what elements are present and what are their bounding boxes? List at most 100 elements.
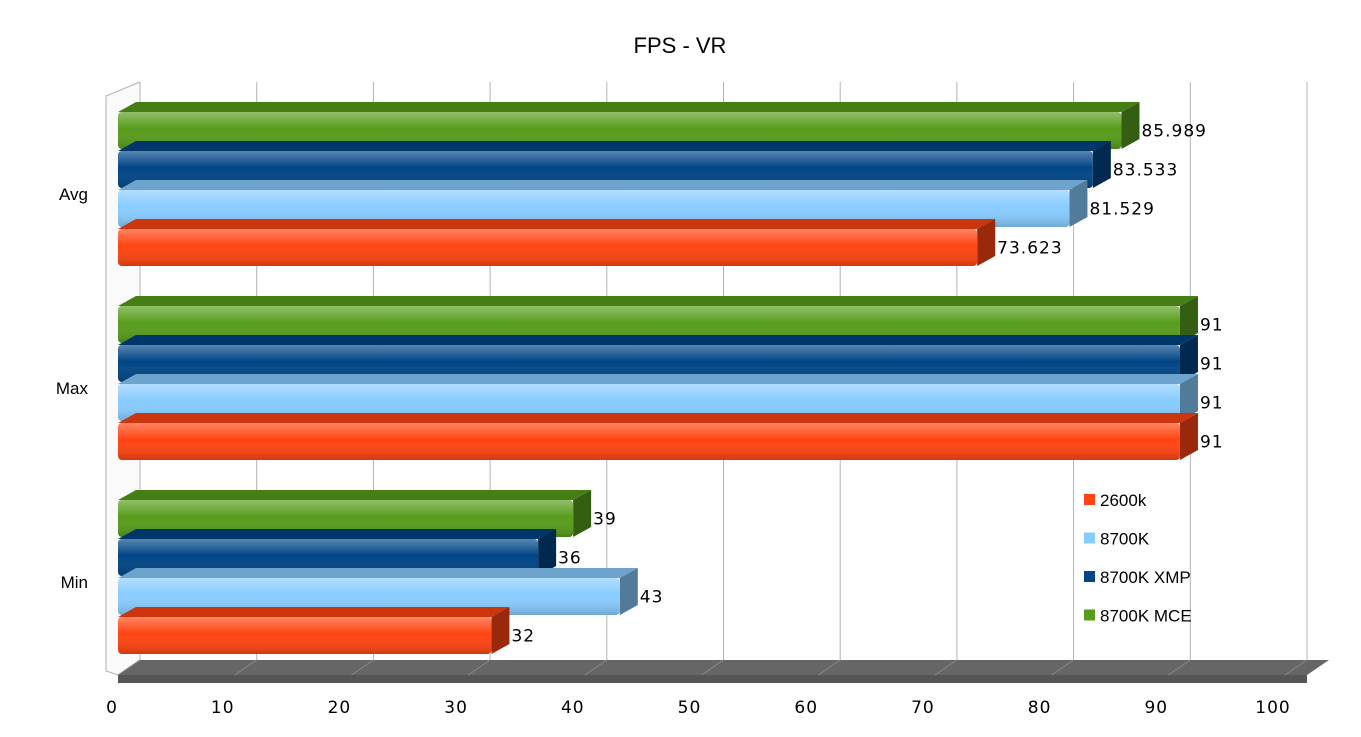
category-label: Min xyxy=(61,573,88,592)
bar xyxy=(118,607,510,654)
bar-side xyxy=(1121,102,1140,149)
bar-side xyxy=(619,568,638,615)
x-tick-label: 50 xyxy=(678,698,702,718)
legend-item: 8700K MCE xyxy=(1084,607,1192,626)
floor-gridline xyxy=(1284,659,1308,676)
bar xyxy=(118,219,996,266)
x-tick-label: 40 xyxy=(561,698,585,718)
bar-highlight xyxy=(118,423,1180,460)
floor-gridline xyxy=(584,659,608,676)
bar xyxy=(118,180,1088,227)
floor-gridline xyxy=(234,659,257,676)
floor-gridline xyxy=(351,659,374,676)
chart-floor-edge xyxy=(118,675,1307,683)
bar-side xyxy=(491,607,510,654)
chart-title: FPS - VR xyxy=(634,33,727,58)
bar-highlight xyxy=(118,151,1093,188)
bar-highlight xyxy=(118,578,620,615)
data-label: 91 xyxy=(1200,355,1224,375)
floor-gridline xyxy=(817,659,841,676)
legend-item: 8700K XMP xyxy=(1084,568,1191,587)
legend-swatch xyxy=(1084,532,1095,544)
bar-top xyxy=(118,607,510,617)
bar xyxy=(118,529,557,576)
bar-side xyxy=(1179,335,1198,382)
category-label: Avg xyxy=(59,185,88,204)
legend-label: 8700K XMP xyxy=(1100,568,1191,587)
bar-side xyxy=(573,490,592,537)
floor-gridline xyxy=(467,659,491,676)
plot-area: 0 10 20 30 40 50 60 70 80 90 100 Avg 85.989 83.533 81.… xyxy=(56,81,1329,718)
bar xyxy=(118,413,1198,460)
x-tick-label: 30 xyxy=(444,698,468,718)
bar-side xyxy=(1092,141,1111,188)
bar-top xyxy=(118,490,592,500)
floor-gridline xyxy=(934,659,958,676)
x-tick-label: 60 xyxy=(794,698,818,718)
bar-highlight xyxy=(118,617,492,654)
bar-top xyxy=(118,296,1198,306)
floor-gridline xyxy=(1168,659,1191,676)
data-label: 91 xyxy=(1200,433,1224,453)
bar-top xyxy=(118,374,1198,384)
data-label: 83.533 xyxy=(1113,161,1178,181)
legend-swatch xyxy=(1084,494,1095,505)
x-tick-label: 90 xyxy=(1144,698,1168,718)
legend-label: 2600k xyxy=(1100,491,1147,510)
legend-item: 8700K xyxy=(1084,530,1150,549)
data-label: 73.623 xyxy=(997,239,1062,259)
bar-highlight xyxy=(118,306,1180,343)
bar-side xyxy=(538,529,557,576)
x-tick-label: 100 xyxy=(1255,698,1290,718)
x-tick-label: 0 xyxy=(106,698,118,718)
bar xyxy=(118,568,638,615)
legend: 2600k 8700K 8700K XMP 8700K MCE xyxy=(1084,491,1192,626)
x-tick-label: 20 xyxy=(328,698,352,718)
floor-gridline xyxy=(1051,659,1074,676)
legend-item: 2600k xyxy=(1084,491,1147,510)
bar xyxy=(118,490,592,537)
category-label: Max xyxy=(56,379,89,398)
bar xyxy=(118,102,1140,149)
bar-top xyxy=(118,102,1140,112)
data-label: 32 xyxy=(511,627,535,647)
x-tick-label: 80 xyxy=(1028,698,1052,718)
bar-highlight xyxy=(118,345,1180,382)
bar-highlight xyxy=(118,112,1122,149)
bar-top xyxy=(118,529,557,539)
bar-side xyxy=(1179,374,1198,421)
bar-highlight xyxy=(118,229,978,266)
bar-top xyxy=(118,335,1198,345)
bar-highlight xyxy=(118,500,574,537)
bar-top xyxy=(118,219,996,229)
floor-gridline xyxy=(701,659,724,676)
data-label: 36 xyxy=(558,549,582,569)
bar-side xyxy=(1069,180,1088,227)
x-tick-label: 10 xyxy=(211,698,235,718)
data-label: 81.529 xyxy=(1089,200,1154,220)
bar-highlight xyxy=(118,539,539,576)
bar-top xyxy=(118,568,638,578)
bar xyxy=(118,374,1198,421)
bar-side xyxy=(977,219,996,266)
data-label: 91 xyxy=(1200,316,1224,336)
bar xyxy=(118,141,1111,188)
bar-highlight xyxy=(118,384,1180,421)
bar-top xyxy=(118,413,1198,423)
bar xyxy=(118,335,1198,382)
legend-label: 8700K xyxy=(1100,530,1150,549)
bar-side xyxy=(1179,296,1198,343)
bar-side xyxy=(1179,413,1198,460)
bar-top xyxy=(118,180,1088,190)
bar-top xyxy=(118,141,1111,151)
data-label: 85.989 xyxy=(1141,122,1206,142)
legend-swatch xyxy=(1084,609,1095,621)
data-label: 43 xyxy=(640,588,664,608)
legend-label: 8700K MCE xyxy=(1100,607,1192,626)
bar-highlight xyxy=(118,190,1070,227)
legend-swatch xyxy=(1084,571,1095,582)
data-label: 39 xyxy=(593,510,617,530)
data-label: 91 xyxy=(1200,394,1224,414)
x-tick-label: 70 xyxy=(911,698,935,718)
